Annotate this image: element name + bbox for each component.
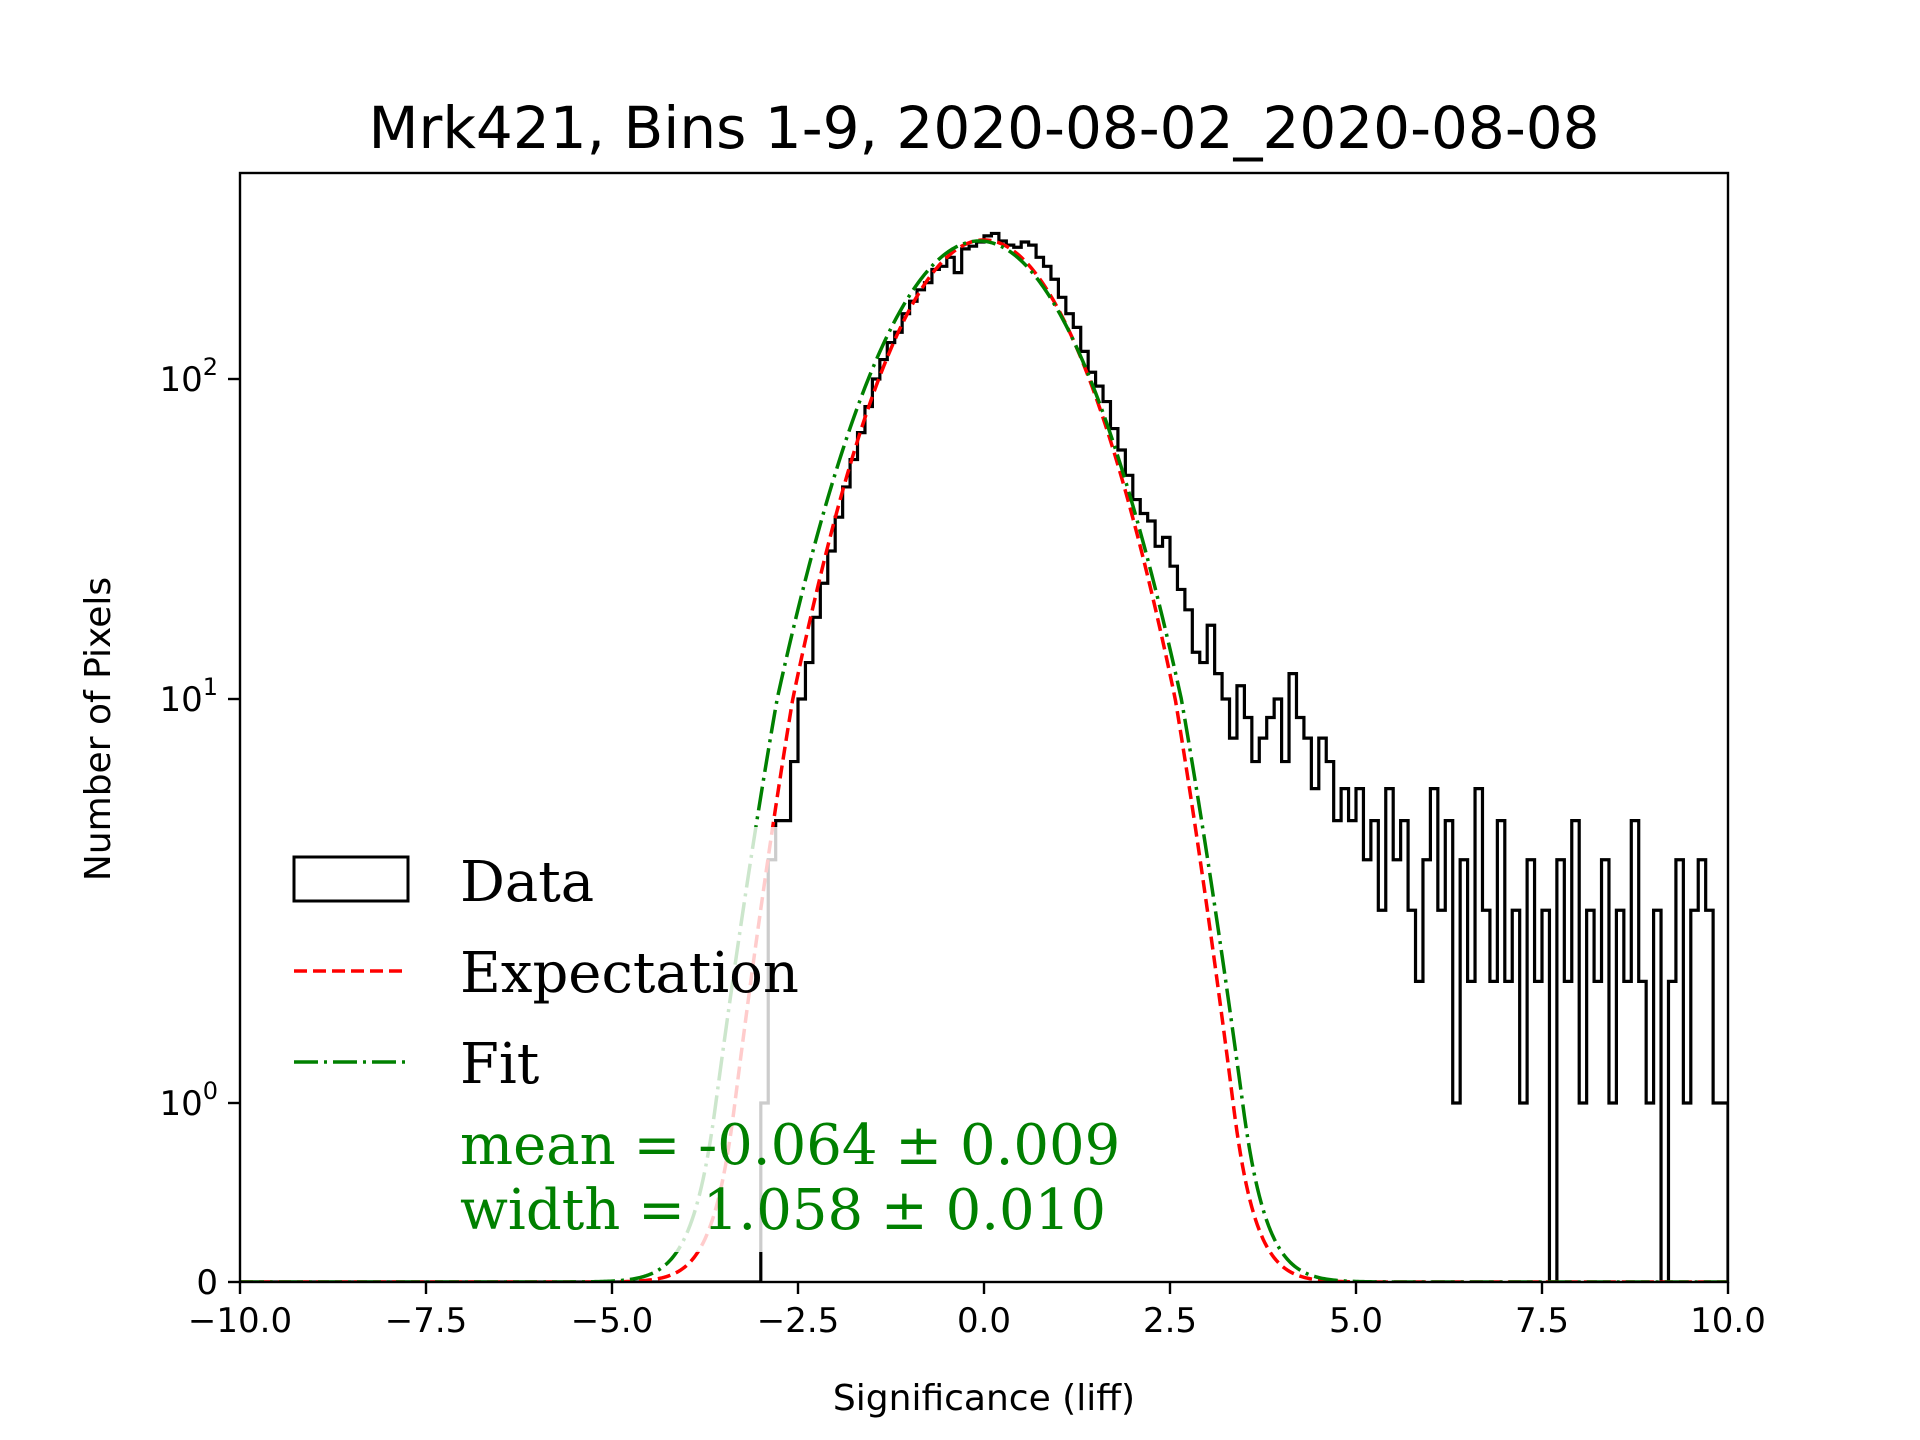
legend-label-expectation: Expectation [460, 941, 799, 1006]
legend: Data Expectation Fit mean = -0.064 ± 0.0… [292, 850, 1120, 1243]
y-tick-label: 102 [159, 353, 218, 400]
x-axis: −10.0 −7.5 −5.0 −2.5 0.0 2.5 5.0 7.5 10.0 [188, 1282, 1766, 1341]
y-tick-label: 0 [196, 1263, 218, 1303]
y-tick-label: 101 [159, 673, 218, 720]
y-axis-label: Number of Pixels [78, 577, 119, 881]
annotation-mean: mean = -0.064 ± 0.009 [460, 1113, 1120, 1178]
legend-label-fit: Fit [460, 1032, 540, 1097]
curve-layer [240, 238, 1728, 1282]
y-tick-label: 100 [159, 1077, 218, 1124]
x-tick-label: −5.0 [571, 1301, 654, 1341]
legend-frame [280, 827, 800, 1252]
x-tick-label: 7.5 [1515, 1301, 1569, 1341]
annotation-width: width = 1.058 ± 0.010 [460, 1178, 1106, 1243]
x-axis-label: Significance (liff) [833, 1378, 1135, 1419]
chart-title: Mrk421, Bins 1-9, 2020-08-02_2020-08-08 [368, 94, 1599, 162]
x-tick-label: −2.5 [757, 1301, 840, 1341]
curve-fit [240, 239, 1728, 1282]
plot-area [238, 171, 1730, 1284]
x-tick-label: −7.5 [385, 1301, 468, 1341]
x-tick-label: 10.0 [1690, 1301, 1766, 1341]
legend-label-data: Data [460, 850, 594, 915]
y-axis: 0 100 101 102 [159, 353, 240, 1303]
histogram-data-step [240, 231, 1728, 1282]
histogram-layer [240, 231, 1728, 1282]
x-tick-label: −10.0 [188, 1301, 292, 1341]
x-tick-label: 5.0 [1329, 1301, 1383, 1341]
legend-handle-data [292, 855, 410, 903]
x-tick-label: 0.0 [957, 1301, 1011, 1341]
x-tick-label: 2.5 [1143, 1301, 1197, 1341]
